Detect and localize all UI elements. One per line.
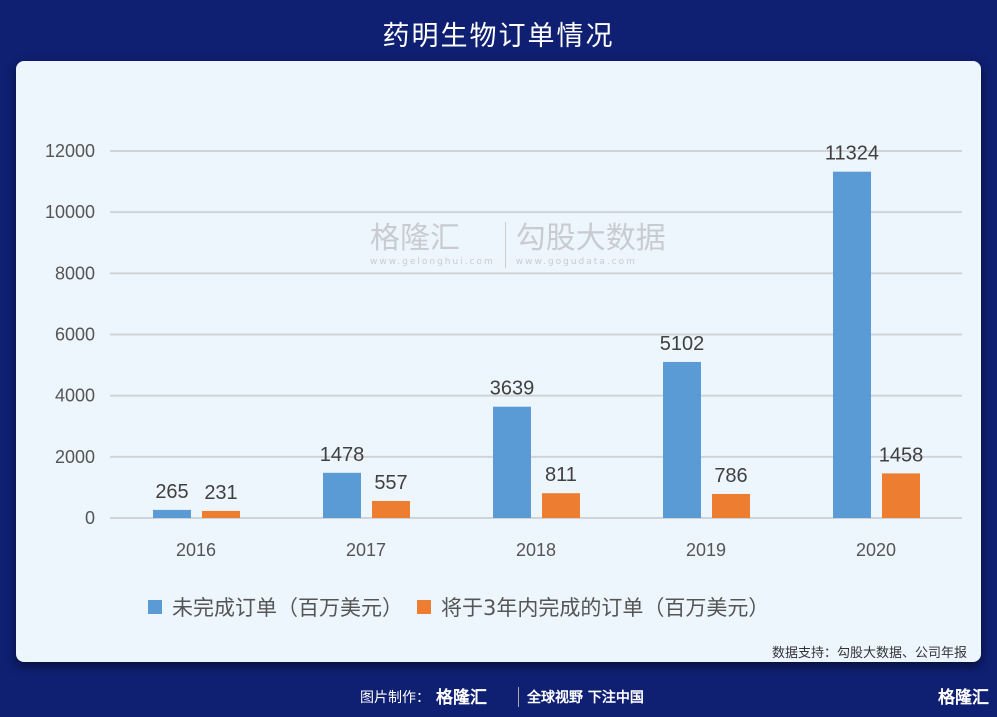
y-tick-label: 0 — [85, 508, 95, 528]
x-tick-label: 2019 — [686, 540, 726, 560]
data-label: 231 — [204, 482, 237, 504]
watermark-brand-text: 格隆汇 — [370, 221, 460, 256]
legend-label-series-2: 将于3年内完成的订单（百万美元） — [441, 596, 770, 620]
watermark-partner-text: 勾股大数据 — [515, 221, 666, 256]
credit-label: 图片制作： — [360, 690, 430, 706]
y-tick-label: 8000 — [55, 263, 95, 283]
data-label: 557 — [374, 472, 407, 494]
corner-logo: 格隆汇 — [938, 688, 989, 708]
page-title: 药明生物订单情况 — [382, 21, 615, 52]
data-label: 5102 — [660, 333, 705, 355]
bar-backlog — [833, 171, 871, 519]
data-label: 1478 — [320, 444, 365, 466]
data-label: 265 — [155, 481, 188, 503]
y-tick-label: 10000 — [45, 202, 95, 222]
bar-backlog — [493, 406, 531, 518]
legend: 未完成订单（百万美元） 将于3年内完成的订单（百万美元） — [148, 592, 769, 622]
bar-backlog — [663, 361, 701, 518]
legend-swatch-series-2 — [417, 600, 431, 614]
x-tick-label: 2020 — [856, 540, 896, 560]
slogan: 全球视野 下注中国 — [518, 687, 644, 707]
bar-3yr — [542, 493, 580, 518]
brand-logo: 格隆汇 — [436, 688, 487, 708]
watermark-brand-url: www.gelonghui.com — [370, 257, 495, 267]
watermark-partner-url: www.gogudata.com — [515, 257, 637, 267]
bar-backlog — [323, 472, 361, 518]
x-tick-label: 2018 — [516, 540, 556, 560]
bar-3yr — [372, 500, 410, 518]
bar-3yr — [882, 473, 920, 518]
legend-swatch-series-1 — [148, 600, 162, 614]
source-note: 数据支持：勾股大数据、公司年报 — [771, 646, 967, 661]
watermark: 格隆汇 www.gelonghui.com 勾股大数据 www.gogudata.c… — [370, 222, 666, 268]
bar-backlog — [153, 509, 191, 518]
legend-label-series-1: 未完成订单（百万美元） — [172, 596, 403, 620]
data-label: 3639 — [490, 378, 535, 400]
y-tick-label: 6000 — [55, 325, 95, 345]
y-tick-label: 2000 — [55, 447, 95, 467]
x-tick-label: 2016 — [176, 540, 216, 560]
data-label: 786 — [714, 465, 747, 487]
x-tick-label: 2017 — [346, 540, 386, 560]
data-label: 11324 — [825, 143, 879, 165]
watermark-brand: 格隆汇 www.gelonghui.com — [370, 222, 495, 268]
chart-card — [16, 61, 981, 662]
y-tick-label: 12000 — [45, 141, 95, 161]
data-label: 1458 — [879, 444, 924, 466]
y-tick-label: 4000 — [55, 386, 95, 406]
bar-3yr — [712, 493, 750, 518]
bar-3yr — [202, 510, 240, 518]
data-label: 811 — [545, 464, 577, 486]
watermark-partner: 勾股大数据 www.gogudata.com — [504, 221, 666, 268]
